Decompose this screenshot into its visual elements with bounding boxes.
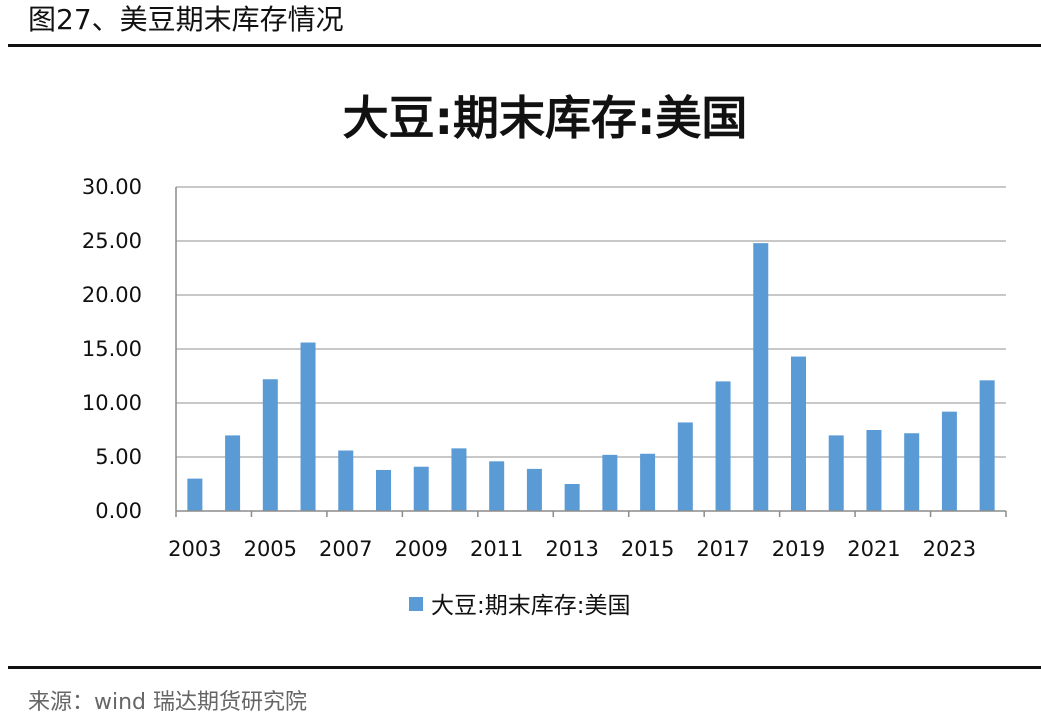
x-tick-label: 2011 [470,537,523,561]
bar [640,453,656,511]
y-tick-label: 25.00 [82,229,142,253]
figure-title: 图27、美豆期末库存情况 [28,3,344,36]
x-tick-label: 2015 [621,537,674,561]
y-tick-label: 10.00 [82,391,142,415]
bar [866,430,882,511]
y-tick-label: 30.00 [82,175,142,199]
x-tick-label: 2017 [696,537,749,561]
bar [225,435,241,511]
bottom-divider [8,666,1041,669]
bar [300,342,316,511]
bar [753,243,769,511]
bar [677,422,693,511]
bar [187,478,203,511]
x-tick-label: 2007 [319,537,372,561]
x-axis [175,187,1007,517]
bar [941,411,957,511]
bar [451,448,467,511]
top-divider [8,44,1041,47]
bar [413,466,429,511]
x-tick-label: 2005 [244,537,297,561]
bar [526,468,542,511]
x-tick-label: 2021 [847,537,900,561]
bar [979,380,995,511]
y-tick-label: 20.00 [82,283,142,307]
gridlines [176,186,1006,458]
x-tick-label: 2013 [545,537,598,561]
y-tick-label: 5.00 [95,445,142,469]
bar [376,469,391,511]
legend: 大豆:期末库存:美国 [409,593,631,619]
y-tick-label: 0.00 [95,499,142,523]
bar [715,381,731,511]
bar [262,379,278,511]
chart-title: 大豆:期末库存:美国 [343,91,748,145]
bar [489,461,505,511]
x-axis-tick-labels: 2003 2005 2007 2009 2011 2013 2015 2017 2019 2021… [168,537,976,561]
bar [338,450,354,511]
bars [187,243,995,511]
legend-swatch [409,597,423,611]
bar [564,484,580,511]
bar [904,433,920,511]
y-axis-tick-labels: 0.00 5.00 10.00 15.00 20.00 25.00 30.00 [82,175,142,523]
y-tick-label: 15.00 [82,337,142,361]
source-note: 来源：wind 瑞达期货研究院 [28,690,308,715]
x-tick-label: 2009 [395,537,448,561]
x-tick-label: 2023 [923,537,976,561]
x-tick-label: 2003 [168,537,221,561]
bar [791,356,806,511]
x-tick-label: 2019 [772,537,825,561]
legend-label: 大豆:期末库存:美国 [431,593,631,619]
bar [602,454,618,511]
bar-chart: 大豆:期末库存:美国 0.00 5.00 10.00 15.00 20.00 25.00 3… [82,91,1007,619]
bar [828,435,844,511]
